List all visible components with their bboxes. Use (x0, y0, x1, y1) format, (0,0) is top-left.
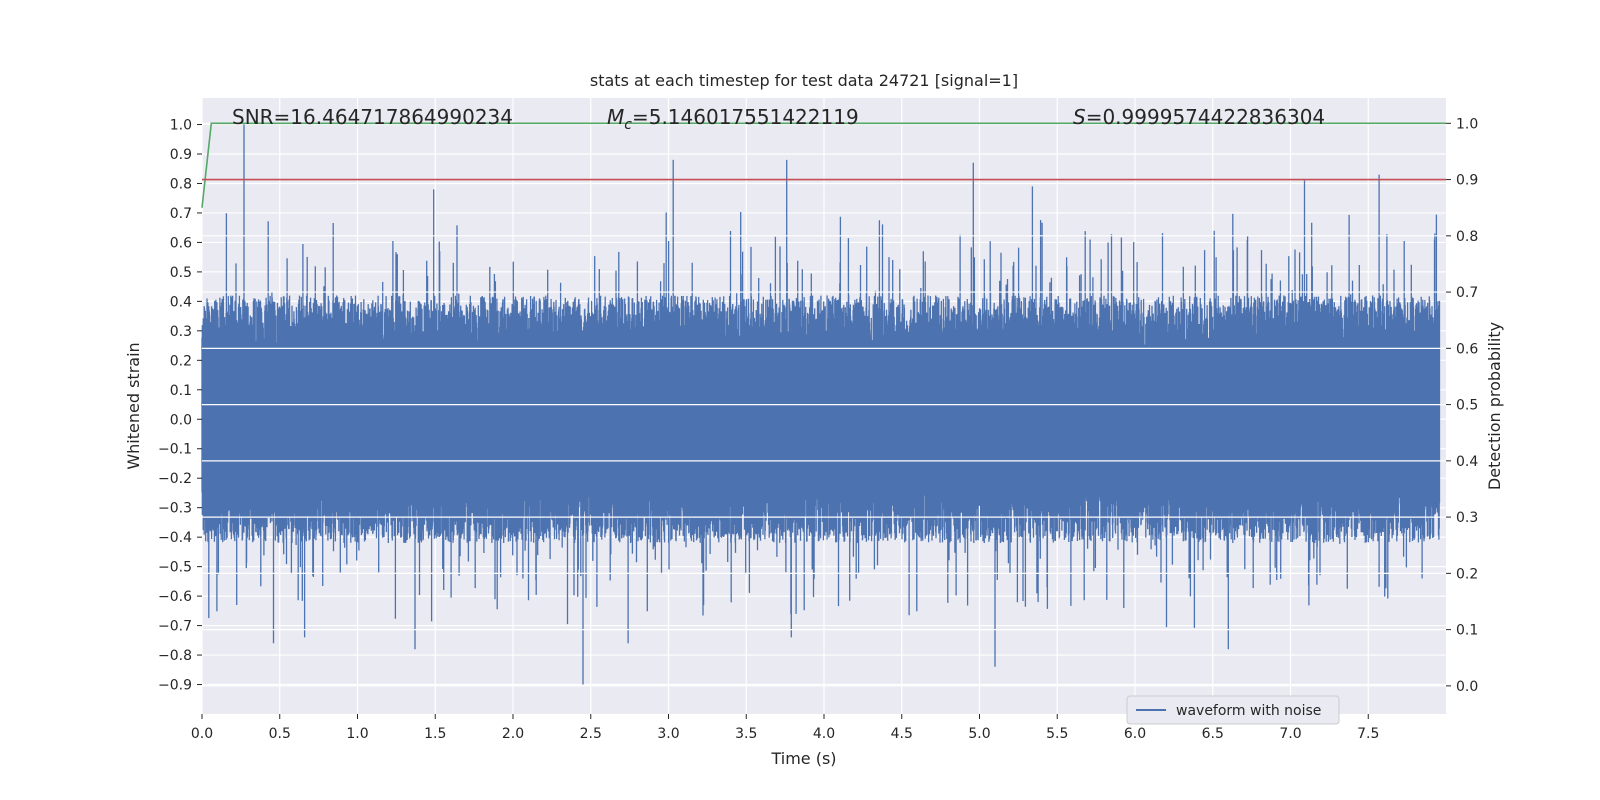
x-tick-label: 6.0 (1124, 726, 1146, 742)
x-tick-label: 6.5 (1202, 726, 1224, 742)
chirp-mass-subscript: c (624, 117, 632, 133)
legend: waveform with noise (1126, 695, 1340, 725)
legend-label-waveform: waveform with noise (1176, 703, 1321, 719)
y-right-tick-label: 0.8 (1456, 229, 1478, 245)
y-axis-label-right: Detection probability (1485, 322, 1504, 490)
x-axis-label: Time (s) (770, 749, 836, 768)
y-right-tick-label: 0.7 (1456, 285, 1478, 301)
x-tick-label: 7.5 (1357, 726, 1379, 742)
y-right-tick-label: 0.5 (1456, 398, 1478, 414)
y-tick-label: −0.8 (158, 648, 192, 664)
y-right-tick-label: 0.6 (1456, 341, 1478, 357)
x-tick-label: 1.0 (346, 726, 368, 742)
y-tick-label: −0.3 (158, 501, 192, 517)
significance-annotation: S=0.9999574422836304 (1073, 105, 1325, 129)
chirp-mass-value: =5.146017551422119 (632, 105, 859, 129)
chirp-mass-annotation: Mc=5.146017551422119 (607, 105, 859, 133)
x-tick-label: 4.5 (891, 726, 913, 742)
y-tick-label: −0.5 (158, 560, 192, 576)
significance-symbol: S (1073, 105, 1086, 129)
y-right-tick-label: 0.0 (1456, 679, 1478, 695)
significance-value: =0.9999574422836304 (1086, 105, 1325, 129)
y-right-tick-label: 0.2 (1456, 566, 1478, 582)
y-right-tick-label: 0.4 (1456, 454, 1478, 470)
x-tick-label: 1.5 (424, 726, 446, 742)
x-tick-label: 4.0 (813, 726, 835, 742)
x-tick-label: 2.5 (580, 726, 602, 742)
x-tick-label: 5.5 (1046, 726, 1068, 742)
y-right-tick-label: 0.3 (1456, 510, 1478, 526)
y-tick-label: −0.4 (158, 530, 192, 546)
y-tick-label: 1.0 (170, 118, 192, 134)
y-tick-label: 0.8 (170, 176, 192, 192)
snr-annotation: SNR=16.464717864990234 (232, 105, 513, 129)
axes-layer: 0.0 0.5 1.0 1.5 2.0 2.5 3.0 3.5 4.0 4.5 5.0 5.5 6.0 6… (158, 116, 1478, 742)
y-tick-label: −0.7 (158, 619, 192, 635)
chart-title: stats at each timestep for test data 247… (590, 71, 1018, 90)
y-tick-label: 0.5 (170, 265, 192, 281)
x-tick-label: 0.5 (269, 726, 291, 742)
y-tick-label: −0.9 (158, 678, 192, 694)
x-tick-label: 2.0 (502, 726, 524, 742)
annotations: SNR=16.464717864990234 Mc=5.146017551422… (232, 105, 1325, 133)
legend-box (1126, 695, 1340, 725)
y-right-tick-label: 1.0 (1456, 116, 1478, 132)
y-tick-label: 0.9 (170, 147, 192, 163)
y-tick-label: −0.1 (158, 442, 192, 458)
y-tick-label: 0.1 (170, 383, 192, 399)
x-tick-label: 5.0 (968, 726, 990, 742)
y-tick-label: −0.6 (158, 589, 192, 605)
y-tick-label: 0.2 (170, 353, 192, 369)
x-tick-label: 7.0 (1279, 726, 1301, 742)
y-tick-label: 0.7 (170, 206, 192, 222)
chirp-mass-symbol: M (607, 105, 624, 129)
y-tick-label: −0.2 (158, 471, 192, 487)
y-tick-label: 0.0 (170, 412, 192, 428)
series-waveform-with-noise (201, 124, 1441, 685)
x-tick-label: 3.5 (735, 726, 757, 742)
y-tick-label: 0.6 (170, 235, 192, 251)
y-tick-label: 0.4 (170, 294, 192, 310)
y-tick-label: 0.3 (170, 324, 192, 340)
x-tick-label: 3.0 (657, 726, 679, 742)
x-tick-label: 0.0 (191, 726, 213, 742)
y-right-tick-label: 0.1 (1456, 623, 1478, 639)
y-right-tick-label: 0.9 (1456, 173, 1478, 189)
series-layer (201, 122, 1446, 687)
y-axis-label: Whitened strain (124, 342, 143, 469)
